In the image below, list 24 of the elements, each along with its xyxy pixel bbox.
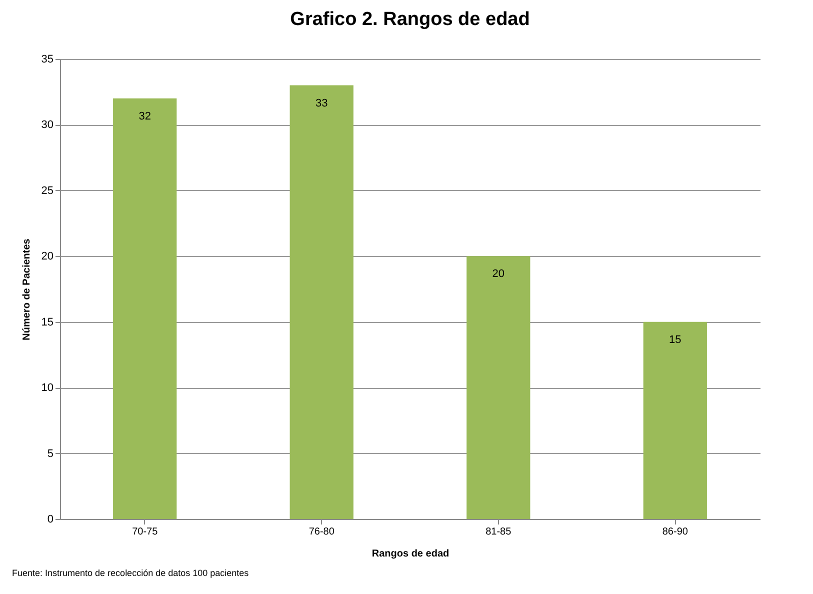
y-axis-title: Número de Pacientes (21, 238, 32, 340)
y-tick-label: 30 (41, 119, 54, 132)
y-tick-label: 5 (47, 448, 54, 460)
y-tick-label: 15 (41, 316, 54, 328)
source-note: Fuente: Instrumento de recolección de datos 100 pacientes (12, 568, 249, 578)
x-axis-title: Rangos de edad (372, 548, 450, 560)
x-tick-label: 76-80 (308, 526, 335, 538)
y-tick-label: 0 (47, 514, 54, 526)
bar (466, 256, 530, 519)
x-tick-label: 70-75 (132, 526, 158, 538)
x-tick-label: 86-90 (662, 526, 688, 538)
y-tick-label: 20 (41, 250, 54, 263)
data-label: 15 (669, 334, 682, 346)
bar (643, 322, 707, 519)
data-label: 33 (315, 97, 328, 110)
data-label: 32 (138, 110, 151, 122)
y-tick-label: 10 (41, 382, 54, 394)
bar (113, 98, 177, 519)
chart-title: Grafico 2. Rangos de edad (290, 9, 530, 30)
data-label: 20 (492, 268, 505, 280)
y-tick-label: 35 (41, 54, 54, 66)
y-tick-label: 25 (41, 184, 54, 197)
bar (290, 85, 354, 519)
x-tick-label: 81-85 (486, 526, 512, 538)
